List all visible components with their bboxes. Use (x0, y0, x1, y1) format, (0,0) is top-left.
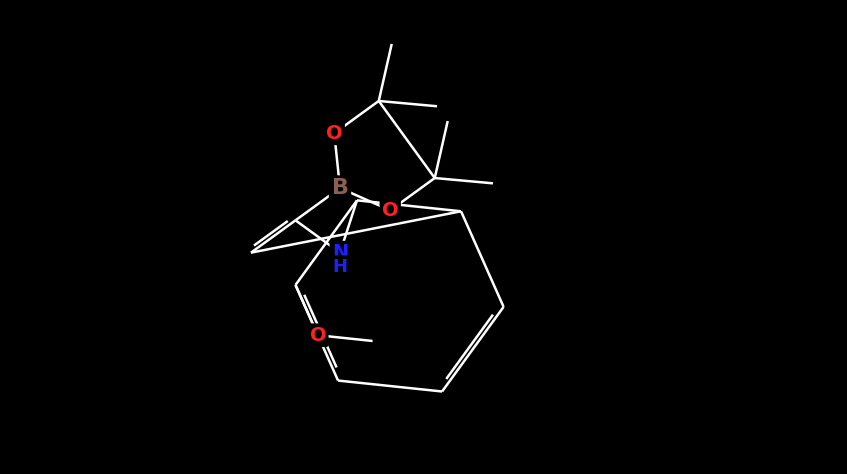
Text: B: B (331, 178, 348, 198)
Text: N: N (332, 243, 348, 262)
Text: O: O (382, 201, 399, 220)
Text: H: H (333, 258, 347, 276)
Text: O: O (326, 124, 342, 143)
Text: O: O (309, 326, 326, 345)
